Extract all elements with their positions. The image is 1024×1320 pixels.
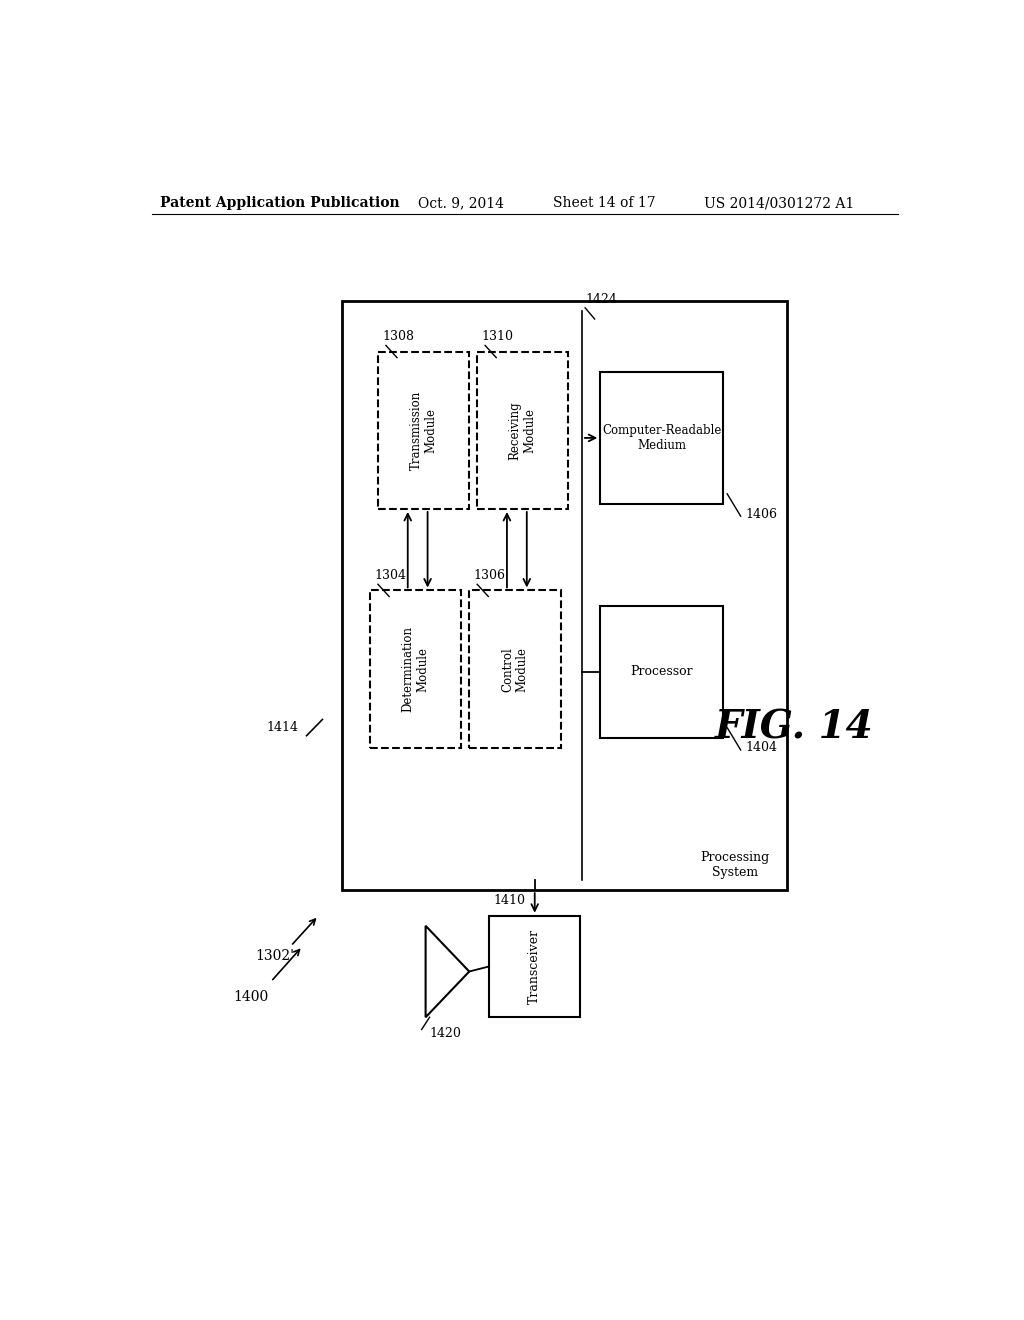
Text: 1308: 1308 — [382, 330, 414, 343]
Bar — [370, 590, 461, 748]
Text: Determination
Module: Determination Module — [401, 626, 430, 713]
Text: Patent Application Publication: Patent Application Publication — [160, 197, 399, 210]
Text: Transceiver: Transceiver — [528, 929, 542, 1005]
Bar — [477, 351, 568, 510]
Text: 1304: 1304 — [374, 569, 406, 582]
Bar — [469, 590, 560, 748]
Bar — [600, 372, 723, 504]
Text: US 2014/0301272 A1: US 2014/0301272 A1 — [703, 197, 854, 210]
Polygon shape — [426, 925, 469, 1018]
Text: 1400: 1400 — [233, 990, 268, 1005]
Text: 1302': 1302' — [255, 949, 294, 964]
Text: 1404: 1404 — [745, 742, 777, 755]
Text: Control
Module: Control Module — [501, 647, 528, 692]
Text: 1406: 1406 — [745, 508, 777, 520]
Text: FIG. 14: FIG. 14 — [716, 709, 873, 747]
Text: 1306: 1306 — [473, 569, 505, 582]
Text: Computer-Readable
Medium: Computer-Readable Medium — [602, 424, 721, 451]
Text: 1310: 1310 — [481, 330, 513, 343]
Bar — [600, 606, 723, 738]
Text: 1410: 1410 — [494, 895, 525, 907]
Text: 1420: 1420 — [430, 1027, 462, 1040]
Text: Receiving
Module: Receiving Module — [509, 401, 537, 459]
Text: Transmission
Module: Transmission Module — [410, 391, 437, 470]
Text: Processor: Processor — [631, 665, 693, 678]
Text: 1414: 1414 — [266, 721, 299, 734]
Bar — [378, 351, 469, 510]
Bar — [489, 916, 581, 1018]
Text: 1424: 1424 — [586, 293, 617, 306]
Text: Sheet 14 of 17: Sheet 14 of 17 — [553, 197, 655, 210]
Text: Oct. 9, 2014: Oct. 9, 2014 — [419, 197, 504, 210]
Text: Processing
System: Processing System — [700, 851, 770, 879]
Bar — [342, 301, 786, 890]
